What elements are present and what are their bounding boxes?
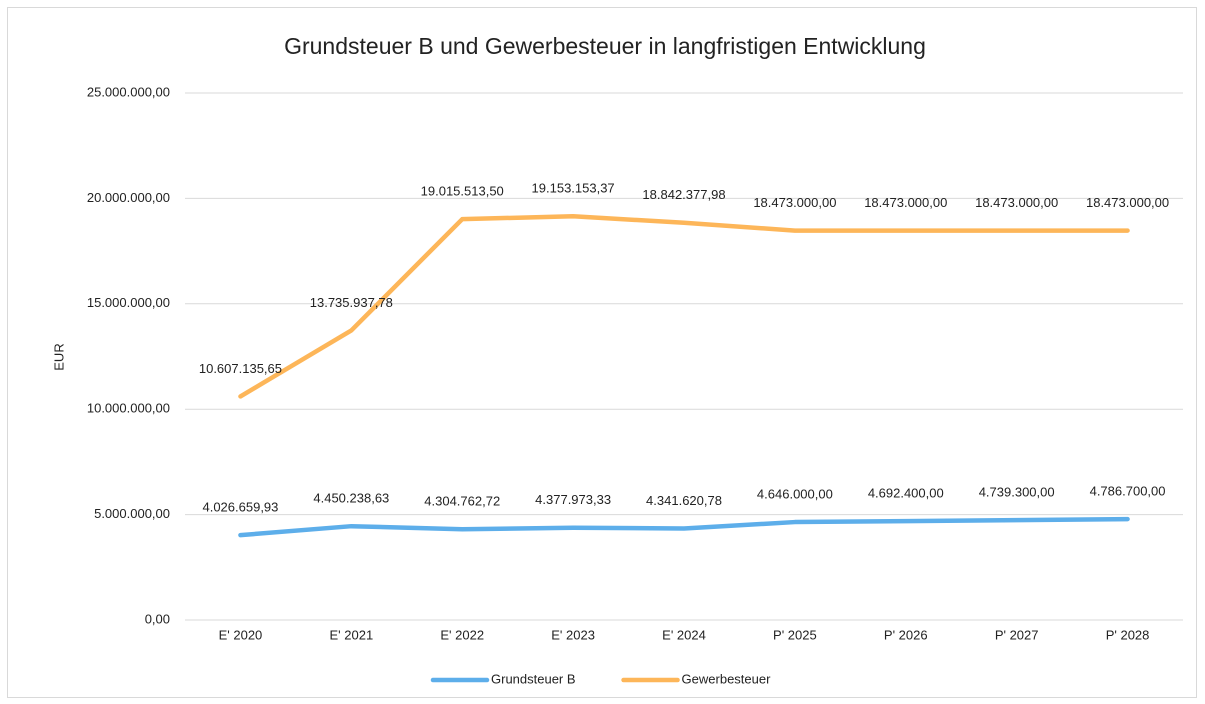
data-label: 4.377.973,33	[535, 492, 611, 507]
data-label: 19.015.513,50	[421, 184, 504, 199]
x-tick-label: P' 2026	[884, 627, 928, 642]
line-series	[238, 516, 1130, 538]
data-label: 18.842.377,98	[642, 187, 725, 202]
x-tick-label: P' 2025	[773, 627, 817, 642]
y-tick-label: 10.000.000,00	[87, 401, 170, 416]
x-tick-label: E' 2024	[662, 627, 706, 642]
data-label: 18.473.000,00	[864, 195, 947, 210]
x-tick-label: E' 2022	[440, 627, 484, 642]
data-label: 4.304.762,72	[424, 494, 500, 509]
y-tick-label: 20.000.000,00	[87, 190, 170, 205]
y-axis-label: EUR	[51, 343, 66, 370]
data-label: 4.692.400,00	[868, 486, 944, 501]
x-tick-label: P' 2028	[1106, 627, 1150, 642]
data-label: 4.739.300,00	[979, 485, 1055, 500]
chart-title: Grundsteuer B und Gewerbesteuer in langf…	[284, 33, 926, 59]
y-tick-label: 0,00	[145, 611, 170, 626]
x-tick-label: P' 2027	[995, 627, 1039, 642]
data-label: 18.473.000,00	[1086, 195, 1169, 210]
data-label: 18.473.000,00	[975, 195, 1058, 210]
data-label: 18.473.000,00	[753, 195, 836, 210]
data-label: 13.735.937,78	[310, 295, 393, 310]
x-tick-label: E' 2021	[329, 627, 373, 642]
y-tick-label: 5.000.000,00	[94, 506, 170, 521]
data-label: 4.786.700,00	[1090, 484, 1166, 499]
line-series	[238, 214, 1130, 399]
data-label: 4.646.000,00	[757, 486, 833, 501]
data-label: 4.026.659,93	[202, 500, 278, 515]
data-label: 10.607.135,65	[199, 361, 282, 376]
legend-label: Grundsteuer B	[491, 671, 576, 686]
data-label: 4.341.620,78	[646, 493, 722, 508]
x-tick-label: E' 2020	[219, 627, 263, 642]
data-label: 4.450.238,63	[313, 491, 389, 506]
legend-label: Gewerbesteuer	[682, 671, 772, 686]
y-tick-label: 15.000.000,00	[87, 295, 170, 310]
data-label: 19.153.153,37	[532, 181, 615, 196]
y-tick-label: 25.000.000,00	[87, 84, 170, 99]
x-tick-label: E' 2023	[551, 627, 595, 642]
chart-border	[7, 7, 1197, 698]
